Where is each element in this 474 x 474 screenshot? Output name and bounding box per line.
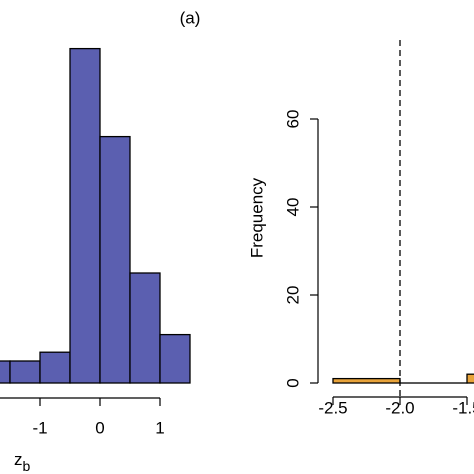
- x-tick-label: -2.0: [385, 398, 414, 417]
- bar: [129, 272, 161, 384]
- x-tick-label: 0: [95, 418, 104, 437]
- bar: [466, 373, 474, 384]
- y-tick-label: 40: [283, 198, 302, 217]
- bar: [159, 333, 191, 384]
- x-axis-label: zb: [14, 450, 31, 473]
- bar: [332, 377, 401, 384]
- y-tick-label: 0: [283, 378, 302, 387]
- y-tick-label: 20: [283, 286, 302, 305]
- bar: [9, 360, 41, 384]
- x-tick-label: -2.5: [318, 398, 347, 417]
- x-axis-label-main: z: [14, 450, 23, 469]
- bar: [69, 47, 101, 384]
- x-axis-label-subscript: b: [23, 458, 31, 474]
- y-axis-label: Frequency: [247, 177, 266, 258]
- y-tick-label: 60: [283, 110, 302, 129]
- bar: [99, 135, 131, 384]
- bar: [39, 351, 71, 384]
- chart-title: (a): [180, 8, 201, 27]
- x-tick-label: 1: [155, 418, 164, 437]
- x-tick-label: -1.5: [452, 398, 474, 417]
- x-tick-label: -1: [32, 418, 47, 437]
- bar: [0, 360, 11, 384]
